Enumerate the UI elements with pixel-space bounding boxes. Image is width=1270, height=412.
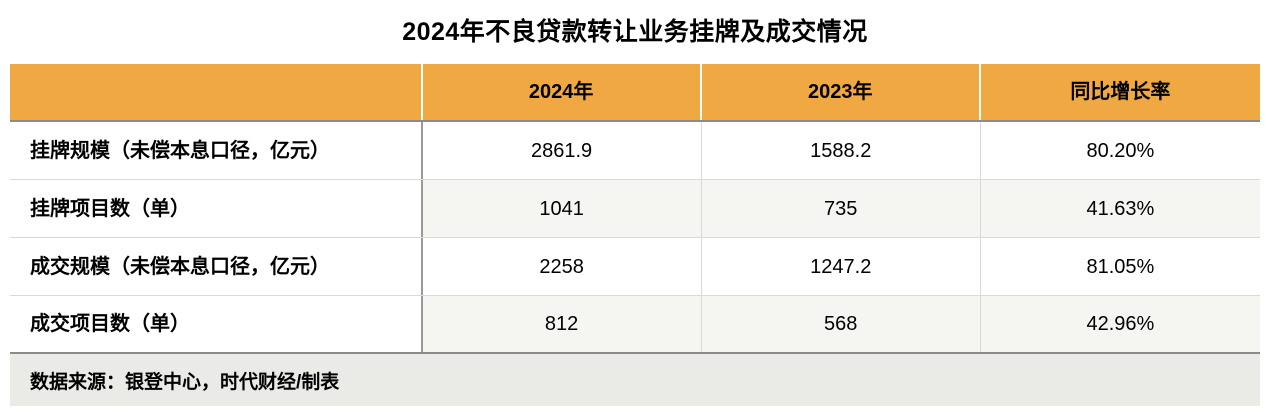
header-cell-yoy-growth: 同比增长率 [1070,81,1171,103]
value-2024: 2861.9 [423,122,702,179]
value-2024: 1041 [422,180,702,237]
row-label: 成交规模（未偿本息口径，亿元） [10,238,423,295]
value-2023: 1588.2 [702,122,981,179]
table-row-deal-count: 成交项目数（单） 812 568 42.96% [10,296,1260,354]
value-2024: 812 [422,296,702,352]
table-row-listing-scale: 挂牌规模（未偿本息口径，亿元） 2861.9 1588.2 80.20% [10,122,1260,180]
table-row-listing-count: 挂牌项目数（单） 1041 735 41.63% [10,180,1260,238]
value-2024: 2258 [423,238,702,295]
table-header-row: 2024年 2023年 同比增长率 [10,64,1260,122]
data-table: 2024年 2023年 同比增长率 挂牌规模（未偿本息口径，亿元） 2861.9… [10,64,1260,406]
value-2023: 1247.2 [702,238,981,295]
header-cell-empty [10,64,423,120]
value-yoy: 80.20% [1086,139,1155,162]
value-yoy: 81.05% [1086,255,1155,278]
value-yoy: 42.96% [980,296,1260,352]
page-title: 2024年不良贷款转让业务挂牌及成交情况 [402,18,868,46]
value-2023: 735 [701,180,981,237]
row-label: 挂牌规模（未偿本息口径，亿元） [10,122,423,179]
row-label: 成交项目数（单） [10,296,423,352]
data-source-note: 数据来源：银登中心，时代财经/制表 [30,371,340,393]
row-label: 挂牌项目数（单） [10,180,423,237]
header-cell-2024: 2024年 [423,64,702,120]
value-2023: 568 [701,296,981,352]
table-footer: 数据来源：银登中心，时代财经/制表 [10,354,1260,406]
header-cell-2023: 2023年 [702,64,981,120]
table-row-deal-scale: 成交规模（未偿本息口径，亿元） 2258 1247.2 81.05% [10,238,1260,296]
value-yoy: 41.63% [980,180,1260,237]
